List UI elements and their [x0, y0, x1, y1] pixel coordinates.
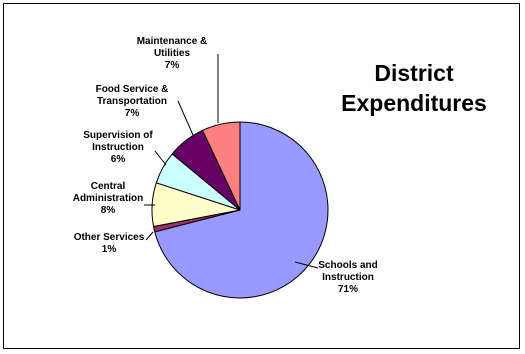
leader-lines: [144, 54, 319, 269]
leader-line-3: [154, 150, 167, 166]
pie-slices: [151, 121, 329, 299]
slice-label-3: Supervision of Instruction 6%: [83, 130, 153, 165]
leader-line-4: [177, 100, 194, 136]
slice-labels: Schools and Instruction 71% Other Services 1…: [73, 36, 378, 295]
slice-label-2: Central Administration 8%: [73, 181, 144, 216]
leader-line-0: [294, 261, 319, 269]
chart-title-line-2: Expenditures: [341, 90, 487, 116]
pie-slice-5: [201, 121, 241, 211]
chart-title-line-1: District: [374, 60, 454, 86]
slice-label-4: Food Service & Transportation 7%: [96, 84, 169, 119]
slice-label-5: Maintenance & Utilities 7%: [137, 36, 208, 71]
leader-line-1: [145, 231, 154, 241]
slice-label-1: Other Services 1%: [74, 232, 145, 255]
slice-label-0: Schools and Instruction 71%: [318, 260, 377, 295]
pie-slice-0: [154, 121, 329, 299]
